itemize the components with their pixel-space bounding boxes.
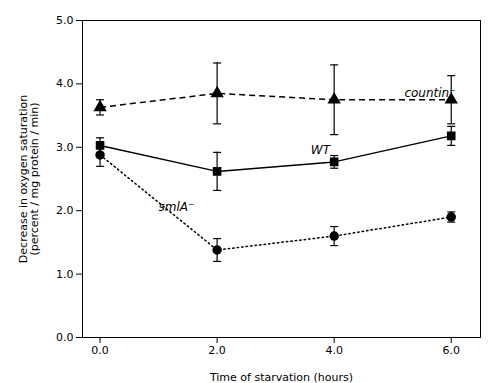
svg-text:Time of starvation (hours): Time of starvation (hours) (209, 371, 353, 383)
svg-text:Decrease in oxygen saturation(: Decrease in oxygen saturation(percent / … (17, 95, 41, 263)
svg-text:5.0: 5.0 (56, 14, 74, 27)
svg-text:WT: WT (311, 143, 332, 157)
svg-text:smlA⁻: smlA⁻ (159, 200, 195, 214)
svg-text:4.0: 4.0 (56, 77, 74, 90)
svg-text:2.0: 2.0 (56, 204, 74, 217)
svg-text:2.0: 2.0 (208, 344, 226, 357)
svg-text:0.0: 0.0 (91, 344, 109, 357)
svg-text:1.0: 1.0 (56, 268, 74, 281)
svg-text:4.0: 4.0 (325, 344, 343, 357)
svg-text:0.0: 0.0 (56, 331, 74, 344)
svg-text:countin⁻: countin⁻ (404, 86, 455, 100)
svg-text:6.0: 6.0 (442, 344, 460, 357)
svg-text:3.0: 3.0 (56, 141, 74, 154)
